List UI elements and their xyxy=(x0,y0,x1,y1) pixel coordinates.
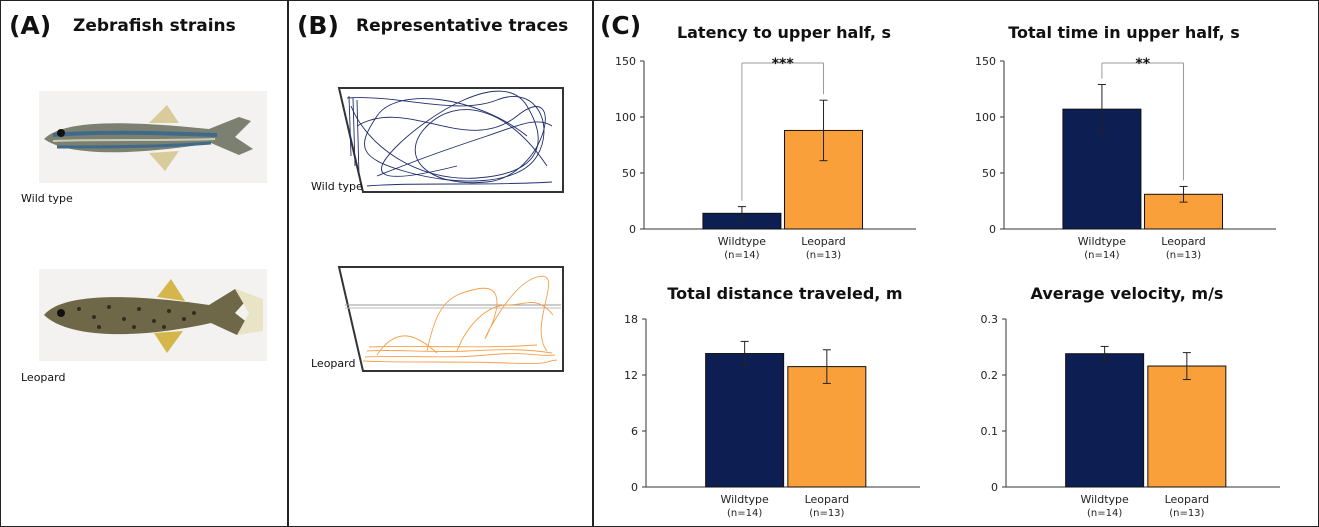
wildtype-trace-caption: Wild type xyxy=(311,180,363,193)
chart-time-upper: 0 50 100 150 Wildtype (n=14) Leopard (n=13) ** xyxy=(975,55,1276,261)
panel-a-label: (A) xyxy=(9,11,52,40)
x-category-note: (n=14) xyxy=(724,250,759,261)
y-tick-label: 18 xyxy=(624,313,638,326)
bar-leopard xyxy=(1147,365,1227,488)
y-tick-label: 50 xyxy=(982,167,996,180)
x-category-label: Wildtype xyxy=(1080,493,1129,506)
panel-c: (C) Latency to upper half, s 0 50 100 150 Wi… xyxy=(594,1,1318,526)
panel-b-label: (B) xyxy=(297,11,339,40)
x-category-note: (n=14) xyxy=(727,508,762,519)
y-tick-label: 150 xyxy=(975,55,996,68)
wildtype-trace xyxy=(337,87,564,193)
y-tick-label: 6 xyxy=(631,425,638,438)
chart-distance: 0 6 12 18 Wildtype (n=14) Leopard (n=13) xyxy=(624,313,920,519)
leopard-trace xyxy=(337,266,564,372)
bar-wildtype xyxy=(1065,353,1145,488)
y-tick-label: 150 xyxy=(615,55,636,68)
leopard-fish-image xyxy=(44,279,263,353)
x-category-note: (n=14) xyxy=(1084,250,1119,261)
wildtype-fish-image xyxy=(44,105,253,171)
bar-leopard xyxy=(787,366,867,488)
y-tick-label: 0 xyxy=(991,481,998,494)
chart-latency: 0 50 100 150 Wildtype (n=14) Leopard (n=13) *** xyxy=(615,55,916,261)
chart-4-title: Average velocity, m/s xyxy=(1030,284,1224,303)
panel-b-title: Representative traces xyxy=(356,16,569,36)
x-category-label: Leopard xyxy=(805,493,849,506)
y-tick-label: 0.3 xyxy=(981,313,999,326)
x-category-label: Leopard xyxy=(801,235,845,248)
x-category-label: Wildtype xyxy=(720,493,769,506)
y-tick-label: 100 xyxy=(975,111,996,124)
y-tick-label: 12 xyxy=(624,369,638,382)
leopard-fish-photo xyxy=(39,269,267,361)
leopard-trace-caption: Leopard xyxy=(311,357,356,370)
chart-velocity: 0 0.1 0.2 0.3 Wildtype (n=14) Leopard (n=13) xyxy=(981,313,1280,519)
x-category-label: Leopard xyxy=(1165,493,1209,506)
y-tick-label: 0 xyxy=(631,481,638,494)
significance-stars: ** xyxy=(1135,56,1150,72)
panel-a: (A) Zebrafish strains Wild type xyxy=(1,1,289,526)
chart-3-title: Total distance traveled, m xyxy=(667,284,903,303)
y-tick-label: 0 xyxy=(989,223,996,236)
panel-b: (B) Representative traces Wild type xyxy=(289,1,594,526)
panel-a-title: Zebrafish strains xyxy=(73,16,236,36)
y-tick-label: 100 xyxy=(615,111,636,124)
chart-1-title: Latency to upper half, s xyxy=(676,23,892,42)
x-category-note: (n=13) xyxy=(809,508,844,519)
y-tick-label: 0.1 xyxy=(981,425,999,438)
panel-c-label: (C) xyxy=(600,11,642,40)
y-tick-label: 50 xyxy=(622,167,636,180)
y-tick-label: 0 xyxy=(629,223,636,236)
x-category-note: (n=13) xyxy=(1169,508,1204,519)
x-category-note: (n=13) xyxy=(806,250,841,261)
y-tick-label: 0.2 xyxy=(981,369,999,382)
significance-stars: *** xyxy=(772,56,795,72)
x-category-label: Wildtype xyxy=(1078,235,1127,248)
x-category-label: Leopard xyxy=(1161,235,1205,248)
bar-wildtype xyxy=(705,353,785,488)
wildtype-fish-photo xyxy=(39,91,267,183)
chart-2-title: Total time in upper half, s xyxy=(1008,23,1240,42)
x-category-label: Wildtype xyxy=(718,235,767,248)
wildtype-caption: Wild type xyxy=(21,192,73,205)
leopard-caption: Leopard xyxy=(21,371,66,384)
x-category-note: (n=13) xyxy=(1166,250,1201,261)
x-category-note: (n=14) xyxy=(1087,508,1122,519)
